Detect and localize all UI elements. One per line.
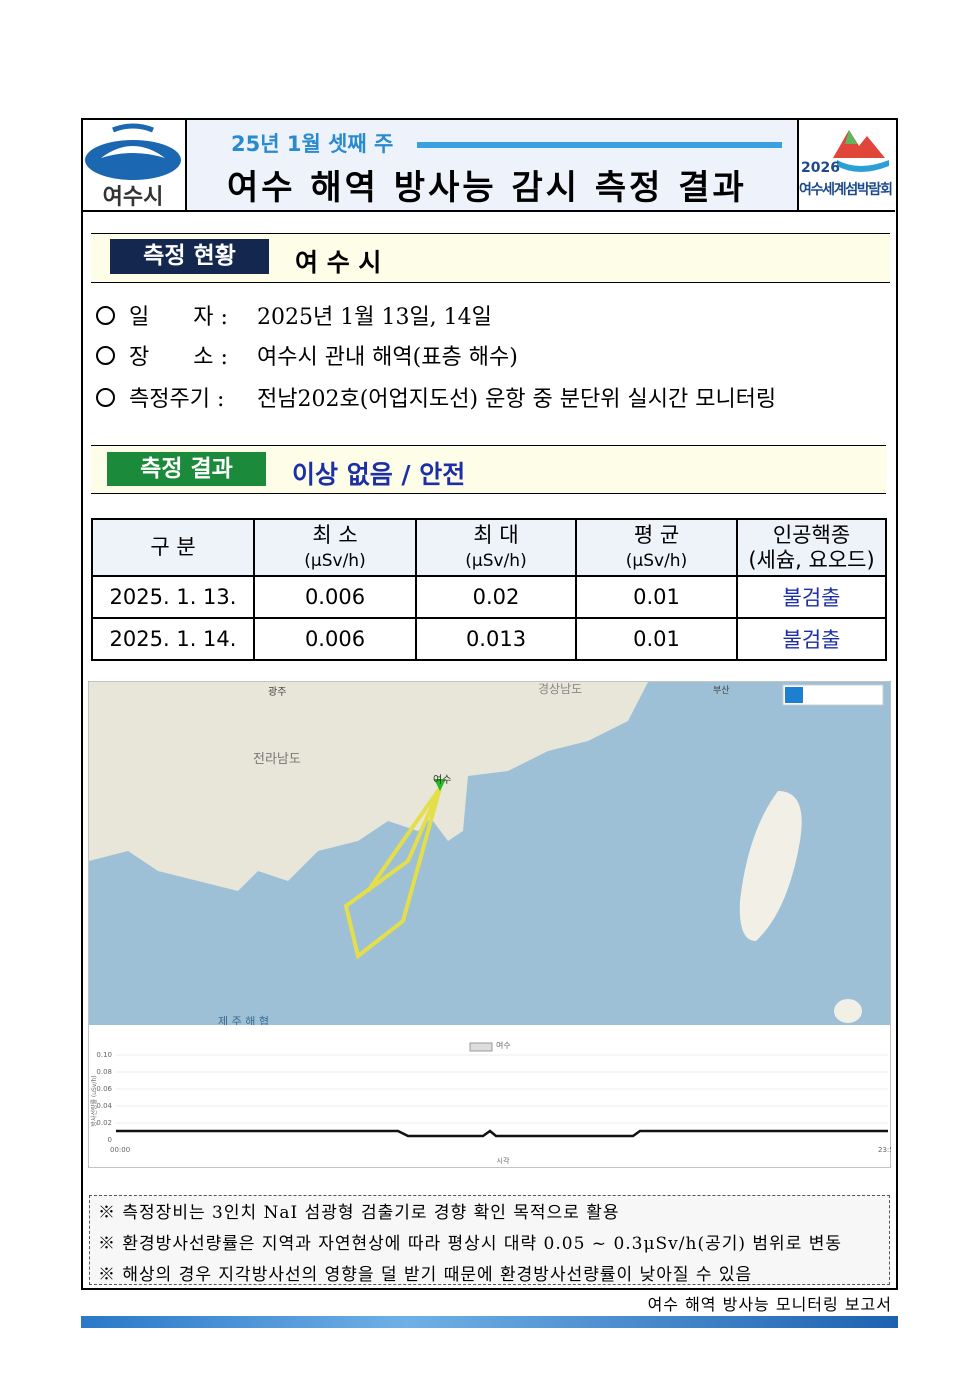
- table-row: 2025. 1. 13. 0.006 0.02 0.01 불검출: [91, 575, 887, 619]
- status-value: 여 수 시: [295, 248, 382, 277]
- frame: [81, 118, 898, 1290]
- cell: 0.006: [253, 617, 417, 661]
- header-unit: (μSv/h): [465, 551, 527, 572]
- table-header: 구 분 최 소 (μSv/h) 최 대 (μSv/h) 평 균 (μSv/h) 인공핵…: [91, 518, 887, 577]
- map-label: 경상남도: [538, 682, 582, 696]
- footer: 여수 해역 방사능 모니터링 보고서: [647, 1295, 892, 1314]
- header-cell: 최 대 (μSv/h): [415, 518, 577, 577]
- title: 여수 해역 방사능 감시 측정 결과: [227, 168, 747, 208]
- header: 여수시 25년 1월 셋째 주 여수 해역 방사능 감시 측정 결과 2026 …: [83, 120, 895, 212]
- item-text: 2025년 1월 13일, 14일: [257, 305, 492, 330]
- cell: 2025. 1. 14.: [91, 617, 255, 661]
- header-cell: 인공핵종 (세슘, 요오드): [736, 518, 887, 577]
- monitor-screenshot: 광주 전라남도 경상남도 여수 부산 제 주 해 협 여수 0.10 0.08 …: [88, 681, 891, 1168]
- item-text: 여수시 관내 해역(표층 해수): [257, 345, 518, 370]
- item-label: 측정주기 :: [129, 387, 225, 412]
- cell: 0.013: [415, 617, 577, 661]
- cell: 불검출: [736, 617, 887, 661]
- header-unit: (μSv/h): [625, 551, 688, 572]
- result-label: 측정 결과: [107, 452, 266, 486]
- cell: 0.006: [253, 575, 417, 619]
- map-label: 제 주 해 협: [218, 1014, 269, 1028]
- map-label: 광주: [268, 686, 286, 698]
- title-area: 25년 1월 셋째 주 여수 해역 방사능 감시 측정 결과: [185, 120, 799, 210]
- header-title: 구 분: [150, 535, 196, 560]
- y-tick-label: 0.04: [96, 1102, 112, 1110]
- y-tick-label: 0.02: [96, 1119, 112, 1127]
- item-label: 일 자 :: [129, 305, 228, 330]
- map-label: 여수: [433, 774, 451, 786]
- trace: [116, 1129, 888, 1138]
- y-tick-label: 0.10: [96, 1051, 112, 1059]
- header-title: 평 균: [633, 523, 680, 548]
- cell: 2025. 1. 13.: [91, 575, 255, 619]
- cell: 0.02: [415, 575, 577, 619]
- note: ※ 측정장비는 3인치 NaI 섬광형 검출기로 경향 확인 목적으로 활용: [98, 1203, 620, 1223]
- y-axis-label: 방사선량률 (uSv/h): [90, 1075, 98, 1126]
- header-title: 인공핵종: [772, 523, 851, 548]
- subtitle: 25년 1월 셋째 주: [231, 132, 394, 156]
- notes: ※ 측정장비는 3인치 NaI 섬광형 검출기로 경향 확인 목적으로 활용 ※…: [89, 1195, 890, 1285]
- y-tick-label: 0.08: [96, 1068, 112, 1076]
- logo-left: 여수시: [85, 123, 181, 210]
- y-tick-label: 0: [108, 1136, 112, 1144]
- result-value: 이상 없음 / 안전: [292, 460, 466, 489]
- note: ※ 해상의 경우 지각방사선의 영향을 덜 받기 때문에 환경방사선량률이 낮아…: [98, 1265, 753, 1285]
- header-title: 최 대: [473, 523, 519, 548]
- info-item: 측정주기 : 전남202호(어업지도선) 운항 중 분단위 실시간 모니터링: [96, 381, 776, 413]
- item-text: 전남202호(어업지도선) 운항 중 분단위 실시간 모니터링: [257, 387, 777, 412]
- map-label: 전라남도: [253, 752, 301, 767]
- x-axis-label: 시각: [497, 1157, 510, 1165]
- status-label: 측정 현황: [110, 239, 269, 274]
- header-cell: 구 분: [91, 518, 255, 577]
- logo-text: 여수시: [103, 185, 164, 210]
- legend-label: 여수: [496, 1040, 511, 1050]
- x-tick-label: 23:5: [878, 1146, 891, 1154]
- info-item: 장 소 : 여수시 관내 해역(표층 해수): [96, 339, 518, 371]
- logo-text: 여수세계섬박람회: [799, 181, 893, 198]
- y-tick-label: 0.06: [96, 1085, 112, 1093]
- result-table: 구 분 최 소 (μSv/h) 최 대 (μSv/h) 평 균 (μSv/h) 인공핵…: [91, 518, 887, 661]
- land: [89, 682, 648, 891]
- cell: 0.01: [575, 575, 738, 619]
- rule: [417, 142, 782, 148]
- header-cell: 최 소 (μSv/h): [253, 518, 417, 577]
- table-row: 2025. 1. 14. 0.006 0.013 0.01 불검출: [91, 617, 887, 661]
- header-cell: 평 균 (μSv/h): [575, 518, 738, 577]
- note: ※ 환경방사선량률은 지역과 자연현상에 따라 평상시 대략 0.05 ~ 0.…: [98, 1234, 843, 1254]
- logo-right: 2026 여수세계섬박람회: [799, 130, 893, 198]
- island: [739, 791, 802, 941]
- logo-year: 2026: [801, 160, 840, 176]
- cell: 0.01: [575, 617, 738, 661]
- route: [343, 786, 442, 960]
- header-unit: (세슘, 요오드): [748, 547, 875, 572]
- footer-bar: [81, 1316, 898, 1328]
- item-label: 장 소 :: [129, 345, 228, 370]
- x-tick-label: 00:00: [110, 1146, 130, 1154]
- info-item: 일 자 : 2025년 1월 13일, 14일: [96, 299, 492, 331]
- status-bar: 측정 현황 여 수 시: [91, 233, 890, 283]
- result-bar: 측정 결과 이상 없음 / 안전: [91, 445, 886, 494]
- header-title: 최 소: [312, 523, 358, 548]
- cell: 불검출: [736, 575, 887, 619]
- header-unit: (μSv/h): [304, 551, 366, 572]
- map-label: 부산: [713, 685, 730, 696]
